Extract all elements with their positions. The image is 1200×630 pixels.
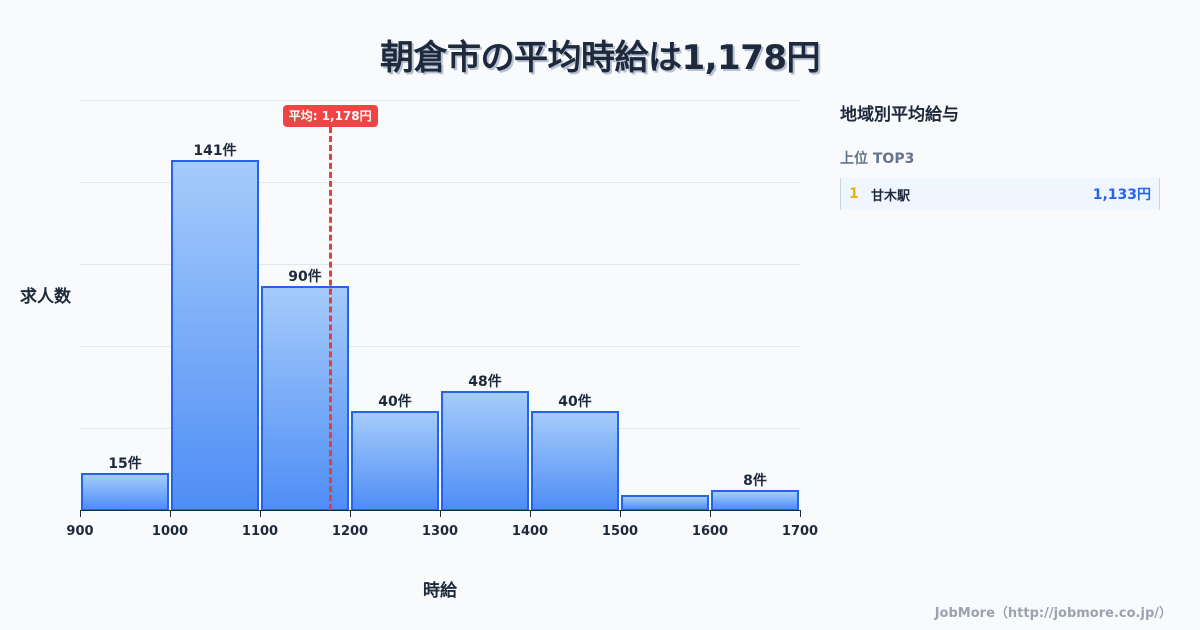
- regional-salary-panel: 地域別平均給与 上位 TOP3 1 甘木駅 1,133円: [840, 100, 1160, 210]
- average-badge: 平均: 1,178円: [282, 105, 378, 127]
- x-tick-label: 1000: [151, 524, 189, 539]
- x-tick: [170, 510, 171, 517]
- histogram-chart: 15件 141件 90件 40件 48件 40件 8件 900 1000 1100 1200 130…: [20, 100, 818, 601]
- x-tick-label: 1300: [421, 524, 459, 539]
- ranking-item: 1 甘木駅 1,133円: [840, 178, 1160, 210]
- x-tick: [80, 510, 81, 517]
- x-tick-label: 900: [66, 524, 94, 539]
- histogram-bar: [441, 390, 529, 511]
- footer-credit: JobMore（http://jobmore.co.jp/）: [934, 606, 1172, 621]
- bar-value-label: 40件: [558, 393, 592, 410]
- x-tick: [260, 510, 261, 517]
- histogram-bar: [261, 286, 349, 511]
- bar-value-label: 141件: [193, 142, 237, 159]
- x-tick-label: 1700: [781, 524, 819, 539]
- rank-salary-value: 1,133円: [1092, 187, 1151, 203]
- x-tick: [350, 510, 351, 517]
- x-tick-label: 1600: [691, 524, 729, 539]
- x-tick-label: 1500: [601, 524, 639, 539]
- histogram-bar: [711, 490, 799, 511]
- panel-subtitle: 上位 TOP3: [840, 151, 915, 167]
- x-tick: [440, 510, 441, 517]
- bar-value-label: 48件: [468, 373, 502, 390]
- x-tick-label: 1200: [331, 524, 369, 539]
- bar-value-label: 15件: [108, 455, 142, 472]
- grid-line: [80, 428, 800, 429]
- rank-number: 1: [849, 186, 859, 202]
- histogram-bar: [621, 495, 709, 511]
- x-tick: [710, 510, 711, 517]
- average-line: [329, 127, 333, 510]
- x-tick: [800, 510, 801, 517]
- x-tick-label: 1400: [511, 524, 549, 539]
- histogram-bar: [81, 472, 169, 511]
- histogram-bar: [171, 159, 259, 511]
- y-axis-label: 求人数: [20, 287, 71, 307]
- bar-value-label: 90件: [288, 269, 322, 286]
- panel-title: 地域別平均給与: [840, 105, 959, 125]
- histogram-bar: [531, 410, 619, 511]
- grid-line: [80, 346, 800, 347]
- grid-line: [80, 182, 800, 183]
- histogram-bar: [351, 410, 439, 511]
- bar-value-label: 40件: [378, 393, 412, 410]
- page-title: 朝倉市の平均時給は1,178円: [379, 38, 821, 78]
- rank-area-name: 甘木駅: [871, 188, 911, 204]
- grid-line: [80, 100, 800, 101]
- x-tick: [530, 510, 531, 517]
- grid-line: [80, 264, 800, 265]
- x-axis-label: 時給: [423, 581, 457, 601]
- bar-value-label: 8件: [743, 473, 767, 490]
- x-tick: [620, 510, 621, 517]
- x-tick-label: 1100: [241, 524, 279, 539]
